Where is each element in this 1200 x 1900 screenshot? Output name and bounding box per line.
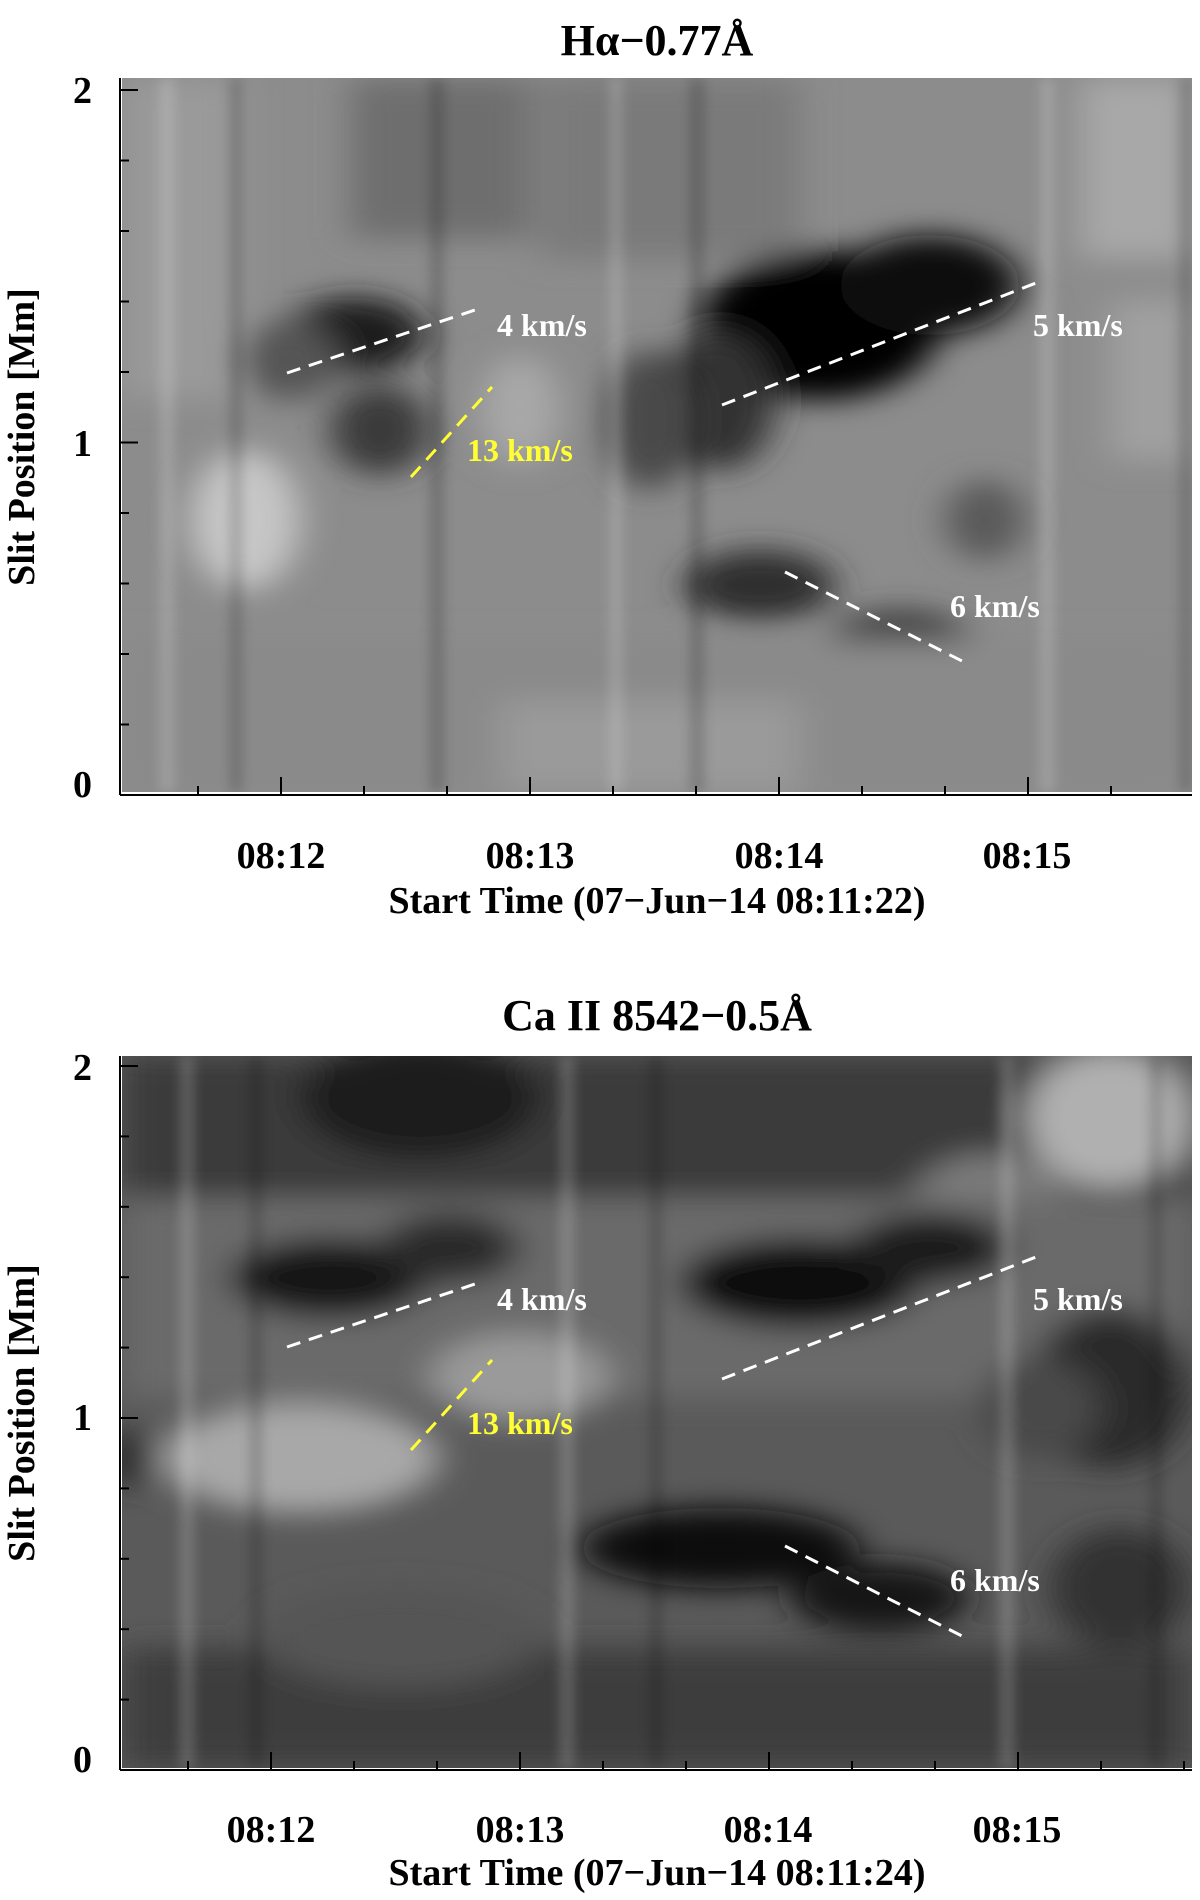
x-tick-label: 08:13	[476, 1809, 565, 1851]
y-axis-label: Slit Position [Mm]	[1, 288, 43, 586]
x-axis-ticks	[197, 777, 1112, 795]
heatmap-image	[122, 1056, 1192, 1768]
chart-title: Ca II 8542−0.5Å	[502, 991, 812, 1040]
y-tick-label: 0	[73, 764, 92, 806]
x-axis-ticks	[187, 1752, 1185, 1770]
y-tick-label: 1	[73, 1397, 92, 1439]
x-tick-label: 08:14	[724, 1809, 813, 1851]
velocity-fit-line	[784, 570, 963, 663]
velocity-label: 13 km/s	[467, 1405, 573, 1441]
x-tick-label: 08:15	[973, 1809, 1062, 1851]
y-tick-label: 2	[73, 1047, 92, 1089]
chart-panel-halpha: Hα−0.77Å	[0, 0, 1200, 948]
x-tick-label: 08:13	[486, 835, 575, 877]
chart-svg-halpha: Hα−0.77Å	[1, 16, 1192, 922]
x-tick-label: 08:12	[227, 1809, 316, 1851]
y-axis: 0 1 2 Slit Position [Mm]	[1, 70, 138, 806]
velocity-annotations: 4 km/s 13 km/s 5 km/s 6 km/s	[286, 1255, 1123, 1638]
chart-svg-ca8542: Ca II 8542−0.5Å	[1, 991, 1192, 1894]
velocity-fit-line	[721, 281, 1037, 407]
velocity-fit-line	[721, 1255, 1037, 1381]
velocity-label: 5 km/s	[1033, 1281, 1123, 1317]
velocity-fit-line	[286, 1282, 476, 1349]
velocity-label: 6 km/s	[950, 1562, 1040, 1598]
x-axis: 08:12 08:13 08:14 08:15 Start Time (07−J…	[120, 777, 1192, 922]
x-tick-label: 08:12	[237, 835, 326, 877]
y-axis-label: Slit Position [Mm]	[1, 1264, 43, 1562]
velocity-fit-line	[409, 385, 494, 479]
velocity-fit-line	[286, 308, 476, 375]
heatmap-image	[122, 78, 1192, 792]
x-axis-label: Start Time (07−Jun−14 08:11:22)	[389, 880, 926, 922]
velocity-annotations: 4 km/s 13 km/s 5 km/s 6 km/s	[286, 281, 1123, 663]
x-axis: 08:12 08:13 08:14 08:15 Start Time (07−J…	[120, 1752, 1192, 1894]
y-tick-label: 1	[73, 423, 92, 465]
velocity-fit-line	[409, 1358, 494, 1452]
x-tick-label: 08:15	[983, 835, 1072, 877]
velocity-fit-line	[784, 1544, 963, 1638]
velocity-label: 6 km/s	[950, 588, 1040, 624]
y-tick-label: 2	[73, 70, 92, 112]
y-axis: 0 1 2 Slit Position [Mm]	[1, 1047, 138, 1781]
chart-panel-ca8542: Ca II 8542−0.5Å	[0, 948, 1200, 1895]
velocity-label: 4 km/s	[497, 1281, 587, 1317]
chart-title: Hα−0.77Å	[561, 16, 754, 65]
x-axis-label: Start Time (07−Jun−14 08:11:24)	[389, 1852, 926, 1894]
x-tick-label: 08:14	[735, 835, 824, 877]
y-tick-label: 0	[73, 1739, 92, 1781]
velocity-label: 5 km/s	[1033, 307, 1123, 343]
velocity-label: 13 km/s	[467, 432, 573, 468]
velocity-label: 4 km/s	[497, 307, 587, 343]
